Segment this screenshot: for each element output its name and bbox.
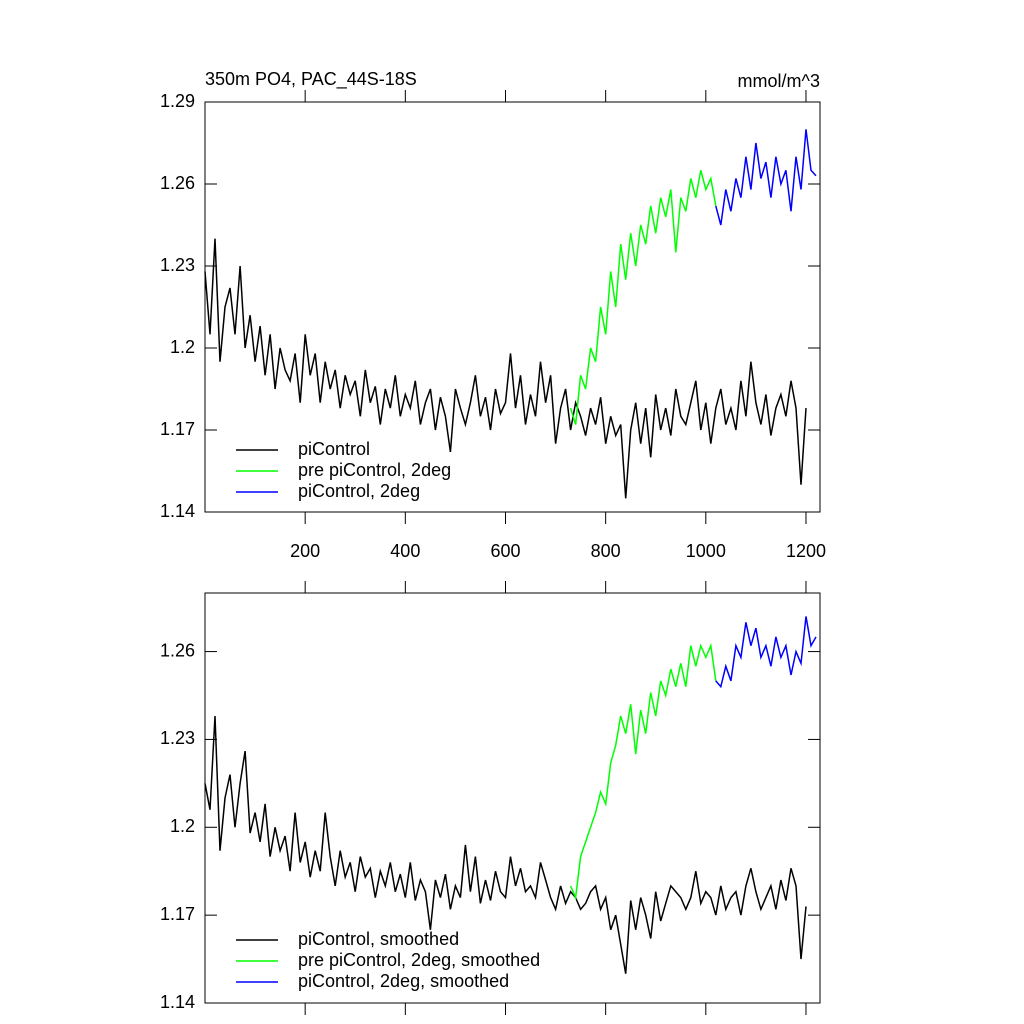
legend-label: piControl, smoothed xyxy=(298,929,459,949)
x-tick-label: 600 xyxy=(490,541,520,561)
x-tick-label: 1200 xyxy=(786,541,826,561)
legend-label: pre piControl, 2deg, smoothed xyxy=(298,950,540,970)
legend-label: piControl, 2deg xyxy=(298,481,420,501)
series-line xyxy=(204,238,807,499)
y-tick-label: 1.26 xyxy=(160,173,195,193)
y-tick-label: 1.23 xyxy=(160,255,195,275)
y-tick-label: 1.17 xyxy=(160,904,195,924)
series-line xyxy=(715,129,817,226)
y-tick-label: 1.14 xyxy=(160,501,195,521)
legend-label: piControl xyxy=(298,439,370,459)
y-tick-label: 1.26 xyxy=(160,640,195,660)
chart-title: 350m PO4, PAC_44S-18S xyxy=(205,69,417,90)
x-tick-label: 800 xyxy=(591,541,621,561)
y-tick-label: 1.2 xyxy=(170,337,195,357)
plot-frame xyxy=(204,101,821,513)
series-line xyxy=(569,170,717,425)
y-tick-label: 1.29 xyxy=(160,91,195,111)
units-label: mmol/m^3 xyxy=(738,71,820,91)
series-line xyxy=(715,616,817,689)
plot-frame xyxy=(204,592,821,1004)
x-tick-label: 200 xyxy=(290,541,320,561)
x-tick-label: 400 xyxy=(390,541,420,561)
series-line xyxy=(569,642,717,901)
legend-label: piControl, 2deg, smoothed xyxy=(298,971,509,991)
series-line xyxy=(204,715,807,974)
y-tick-label: 1.14 xyxy=(160,992,195,1012)
y-tick-label: 1.2 xyxy=(170,816,195,836)
y-tick-label: 1.17 xyxy=(160,419,195,439)
x-tick-label: 1000 xyxy=(686,541,726,561)
legend-label: pre piControl, 2deg xyxy=(298,460,451,480)
y-tick-label: 1.23 xyxy=(160,728,195,748)
